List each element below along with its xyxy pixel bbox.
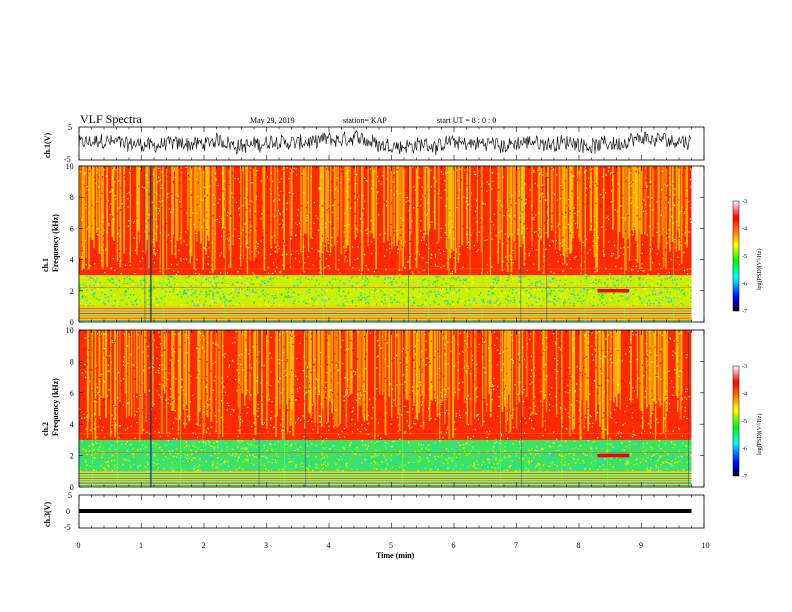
start-time-label: start UT = 8 : 0 : 0 [437,116,496,125]
ch2-colorbar-label: log(PSD)(V²/Hz) [756,414,763,455]
ch1-spec-ytick: 10 [66,162,74,171]
ch3-ytick-bottom: -5 [64,523,71,532]
ch1-colorbar-tick: -5 [742,254,747,260]
x-tick-label: 7 [514,541,518,550]
ch1-colorbar-tick: -7 [742,309,747,315]
ch2-spec-ytick: 2 [70,452,74,461]
x-tick-label: 1 [139,541,143,550]
ch2-colorbar [732,365,740,477]
ch1-spec-ylabel-1: ch.1 [41,258,50,272]
ch2-spec-ylabel-1: ch.2 [41,422,50,436]
ch2-colorbar-tick: -4 [742,392,747,398]
ch1-colorbar [732,200,740,312]
ch2-spec-ytick: 0 [70,483,74,492]
ch1-spec-ytick: 4 [70,256,74,265]
ch2-colorbar-tick: -6 [742,447,747,453]
ch2-spec-ytick: 6 [70,389,74,398]
x-tick-label: 6 [452,541,456,550]
x-tick-label: 0 [77,541,81,550]
ch2-spec-ytick: 8 [70,357,74,366]
ch1-spec-ytick: 0 [70,318,74,327]
ch3-ytick-mid: 0 [66,507,70,516]
ch1-colorbar-tick: -3 [742,199,747,205]
ch1-waveform-line [78,129,692,156]
ch1-colorbar-tick: -6 [742,282,747,288]
ch1-ylabel: ch.1(V) [43,133,52,158]
x-tick-label: 4 [327,541,331,550]
ch1-colorbar-tick: -4 [742,227,747,233]
x-axis-label: Time (min) [376,551,415,560]
ch1-colorbar-label: log(PSD)(V²/Hz) [756,249,763,290]
ch1-ytick-top: 5 [68,123,72,132]
ch2-spec-ytick: 10 [66,326,74,335]
x-tick-label: 5 [389,541,393,550]
ch1-spec-ytick: 8 [70,193,74,202]
ch3-ylabel: ch.3(V) [43,502,52,527]
station-label: station= KAP [343,116,387,125]
ch2-colorbar-tick: -5 [742,419,747,425]
ch2-colorbar-tick: -3 [742,364,747,370]
x-tick-label: 8 [577,541,581,550]
x-tick-label: 9 [639,541,643,550]
ch2-colorbar-tick: -7 [742,474,747,480]
ch1-waveform-panel: 5 -5 ch.1(V) [43,123,705,164]
ch3-ytick-top: 5 [68,491,72,500]
ch2-spec-ytick: 4 [70,420,74,429]
ch2-spec-ylabel-2: Frequency (kHz) [51,378,60,436]
figure-title: VLF Spectra [80,112,142,126]
ch1-ytick-bottom: -5 [64,155,71,164]
ch1-spec-ytick: 2 [70,287,74,296]
x-tick-label: 3 [264,541,268,550]
date-label: May 29, 2019 [250,116,295,125]
ch1-spec-ylabel-2: Frequency (kHz) [51,214,60,272]
ch3-waveform-panel: 5 0 -5 ch.3(V) [43,491,705,532]
x-tick-label: 10 [702,541,710,550]
ch1-spec-ytick: 6 [70,224,74,233]
x-tick-label: 2 [202,541,206,550]
